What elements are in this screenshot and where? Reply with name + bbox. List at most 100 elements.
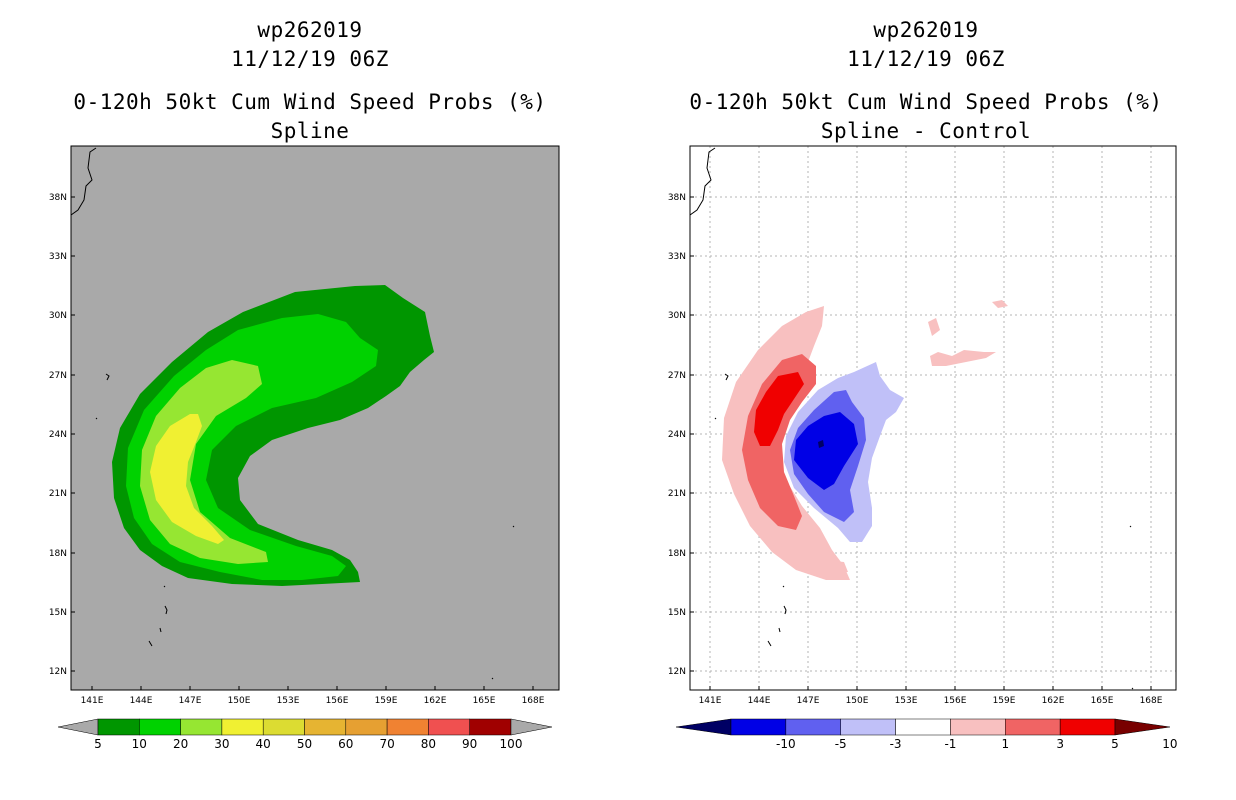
colorbar-label: 30 (214, 737, 229, 751)
left-prob-contours (112, 285, 434, 586)
left-map-frame (70, 145, 560, 691)
colorbar-label: 5 (94, 737, 102, 751)
y-tick-label: 21N (49, 489, 67, 499)
x-tick-label: 159E (993, 696, 1016, 706)
diff-neg-10-spot (818, 440, 824, 448)
right-title-block: wp262019 11/12/19 06Z 0-120h 50kt Cum Wi… (656, 16, 1196, 146)
left-title-block: wp262019 11/12/19 06Z 0-120h 50kt Cum Wi… (40, 16, 580, 146)
y-tick-label: 38N (49, 193, 67, 203)
y-tick-label: 24N (49, 430, 67, 440)
right-date: 11/12/19 06Z (847, 47, 1005, 71)
colorbar-swatch (730, 718, 787, 736)
y-tick-label: 30N (49, 311, 67, 321)
diff-pos-3-area (742, 354, 816, 530)
x-tick-label: 144E (130, 696, 153, 706)
left-product-title: 0-120h 50kt Cum Wind Speed Probs (%) (73, 90, 547, 114)
colorbar-swatch (262, 718, 305, 736)
y-tick-label: 30N (668, 311, 686, 321)
left-date: 11/12/19 06Z (231, 47, 389, 71)
colorbar-swatch (428, 718, 470, 736)
right-colorbar: -10 -5 -3 -1 1 3 5 10 (675, 718, 1177, 751)
left-storm-id: wp262019 (257, 18, 363, 42)
y-tick-label: 21N (668, 489, 686, 499)
colorbar-swatch (840, 718, 896, 736)
diff-pos-1-patch-a (928, 318, 940, 336)
y-tick-label: 12N (49, 667, 67, 677)
y-tick-label: 18N (49, 549, 67, 559)
colorbar-swatch (895, 718, 951, 736)
colorbar-label: 90 (462, 737, 477, 751)
colorbar-label: 60 (338, 737, 353, 751)
colorbar-label: -10 (776, 737, 796, 751)
colorbar-swatch (950, 718, 1006, 736)
x-tick-label: 156E (944, 696, 967, 706)
colorbar-label: 40 (256, 737, 271, 751)
y-tick-label: 24N (668, 430, 686, 440)
colorbar-label: 10 (132, 737, 147, 751)
colorbar-label: 50 (297, 737, 312, 751)
x-tick-label: 141E (699, 696, 722, 706)
diff-pos-1-patch-b (930, 350, 996, 366)
right-coastlines (689, 147, 1134, 690)
colorbar-label: 100 (500, 737, 523, 751)
colorbar-swatch (304, 718, 347, 736)
y-tick-label: 33N (49, 252, 67, 262)
right-x-ticks: 141E 144E 147E 150E 153E 156E 159E 162E 165E 168E (699, 686, 1163, 706)
colorbar-label: 20 (173, 737, 188, 751)
colorbar-swatch (139, 718, 181, 736)
y-tick-label: 15N (49, 608, 67, 618)
right-method: Spline - Control (820, 119, 1032, 143)
left-method: Spline (270, 119, 350, 143)
x-tick-label: 165E (473, 696, 496, 706)
x-tick-label: 153E (277, 696, 300, 706)
colorbar-swatch (785, 718, 841, 736)
x-tick-label: 147E (797, 696, 820, 706)
colorbar-swatch (1005, 718, 1061, 736)
colorbar-arrow-low (675, 718, 732, 736)
right-map-frame (689, 145, 1177, 691)
diff-pos-1-patch-d (824, 560, 848, 572)
right-map: 38N 33N 30N 27N 24N 21N 18N 15N 12N 141E 144E 147E… (668, 145, 1177, 751)
diff-pos-1-area (722, 306, 850, 580)
right-storm-id: wp262019 (873, 18, 979, 42)
colorbar-arrow-low (57, 718, 99, 736)
x-tick-label: 168E (1140, 696, 1163, 706)
colorbar-label: 3 (1056, 737, 1064, 751)
right-y-ticks: 38N 33N 30N 27N 24N 21N 18N 15N 12N (668, 193, 694, 677)
y-tick-label: 27N (668, 371, 686, 381)
colorbar-swatch (1059, 718, 1116, 736)
x-tick-label: 141E (81, 696, 104, 706)
colorbar-label: 70 (379, 737, 394, 751)
x-tick-label: 168E (522, 696, 545, 706)
x-tick-label: 147E (179, 696, 202, 706)
x-tick-label: 150E (846, 696, 869, 706)
colorbar-swatch (221, 718, 264, 736)
y-tick-label: 27N (49, 371, 67, 381)
diff-pos-1-patch-c (992, 300, 1008, 308)
colorbar-label: -1 (944, 737, 956, 751)
y-tick-label: 38N (668, 193, 686, 203)
colorbar-swatch (180, 718, 223, 736)
x-tick-label: 159E (375, 696, 398, 706)
x-tick-label: 150E (228, 696, 251, 706)
y-tick-label: 33N (668, 252, 686, 262)
x-tick-label: 153E (895, 696, 918, 706)
diff-neg-5-area (794, 412, 858, 490)
x-tick-label: 162E (424, 696, 447, 706)
left-y-ticks: 38N 33N 30N 27N 24N 21N 18N 15N 12N (49, 193, 75, 677)
colorbar-label: 80 (421, 737, 436, 751)
colorbar-swatch (386, 718, 429, 736)
x-tick-label: 144E (748, 696, 771, 706)
left-map: 38N 33N 30N 27N 24N 21N 18N 15N 12N 141E 144E 147E… (49, 145, 560, 751)
x-tick-label: 162E (1042, 696, 1065, 706)
colorbar-swatch (345, 718, 388, 736)
y-tick-label: 18N (668, 549, 686, 559)
colorbar-label: -3 (890, 737, 902, 751)
y-tick-label: 12N (668, 667, 686, 677)
colorbar-label: 5 (1111, 737, 1119, 751)
colorbar-arrow-high (510, 718, 553, 736)
left-x-ticks: 141E 144E 147E 150E 153E 156E 159E 162E 165E 168E (81, 686, 545, 706)
y-tick-label: 15N (668, 608, 686, 618)
colorbar-label: 10 (1162, 737, 1177, 751)
colorbar-label: 1 (1001, 737, 1009, 751)
